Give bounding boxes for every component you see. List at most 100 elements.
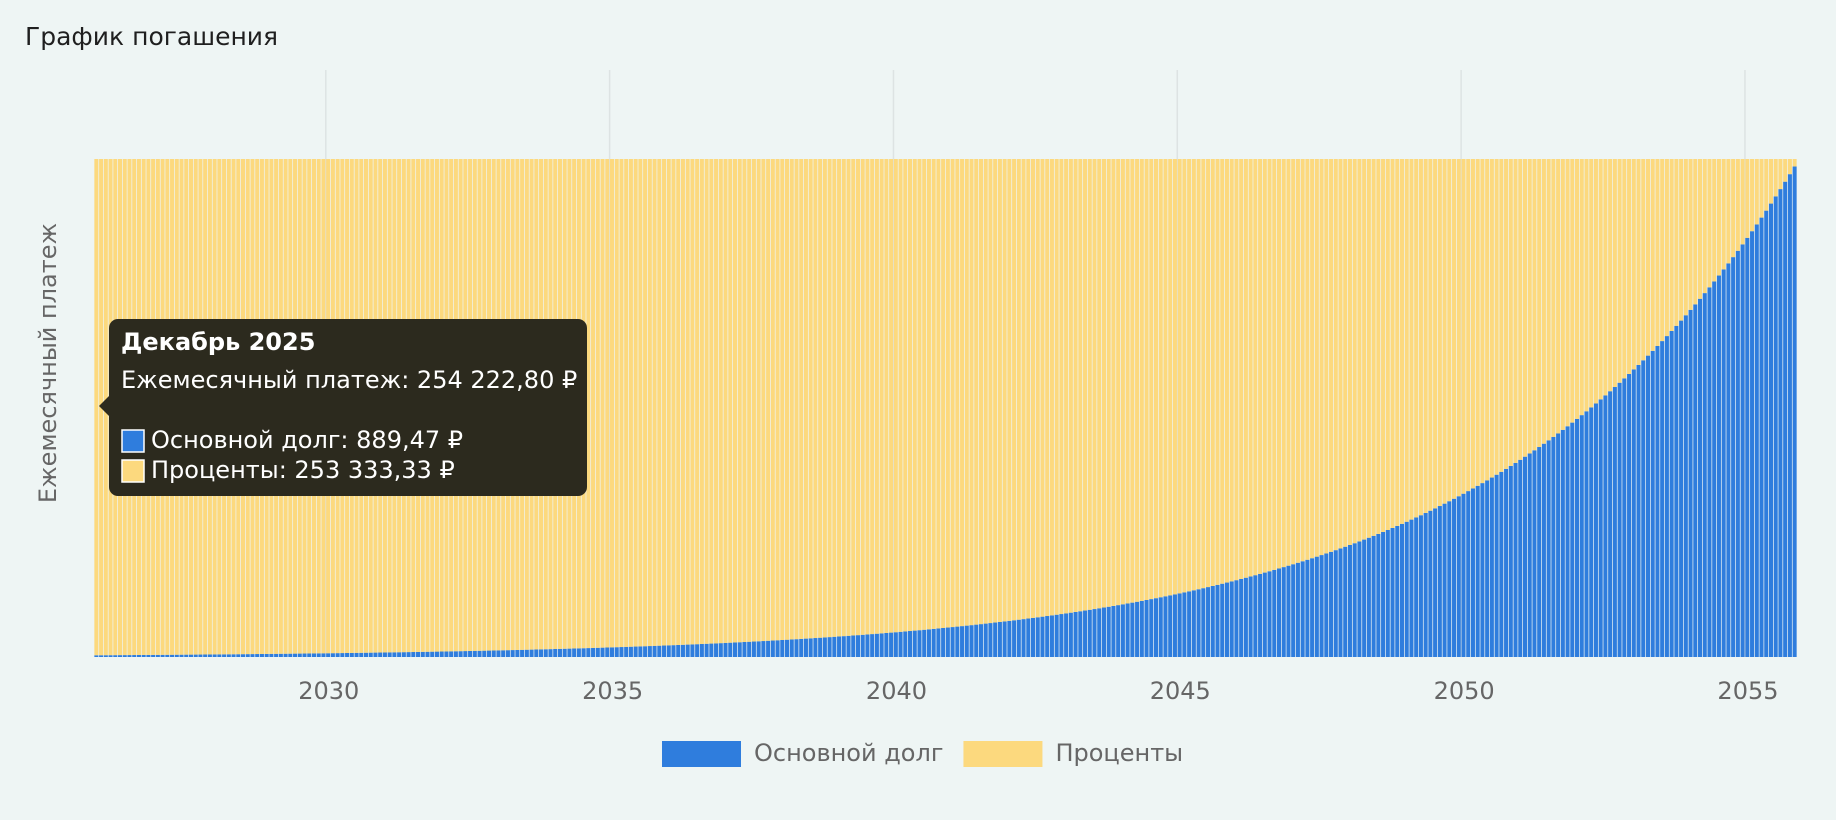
- bar-segment: [108, 655, 113, 657]
- bar-segment: [103, 655, 108, 657]
- bar-segment: [600, 647, 605, 657]
- bar-segment: [1721, 158, 1726, 270]
- bar-segment: [1049, 158, 1054, 616]
- bar-segment: [567, 648, 572, 657]
- bar-segment: [1376, 158, 1381, 534]
- bar-segment: [709, 158, 714, 644]
- bar-segment: [198, 654, 203, 657]
- bar-segment: [917, 158, 922, 631]
- bar-segment: [1433, 508, 1438, 657]
- bar-segment: [534, 649, 539, 657]
- bar-segment: [1522, 158, 1528, 457]
- bar-segment: [1456, 158, 1461, 497]
- bar-segment: [1234, 580, 1239, 657]
- bar-segment: [510, 650, 515, 657]
- bar-segment: [1078, 158, 1083, 612]
- bar-segment: [1546, 158, 1551, 441]
- bar-segment: [614, 158, 619, 648]
- bar-segment: [865, 634, 870, 657]
- bar-segment: [1054, 158, 1059, 615]
- bar-segment: [912, 158, 917, 631]
- bar-segment: [841, 636, 846, 657]
- bar-segment: [1281, 158, 1286, 568]
- bar-segment: [643, 158, 648, 647]
- bar-segment: [1347, 158, 1352, 545]
- bar-segment: [1210, 158, 1215, 586]
- bar-segment: [903, 158, 908, 632]
- bar-segment: [978, 158, 983, 625]
- bar-segment: [1631, 369, 1636, 657]
- bar-segment: [666, 158, 671, 646]
- bar-segment: [576, 648, 581, 657]
- bar-segment: [1073, 611, 1078, 657]
- bar-segment: [1593, 158, 1598, 404]
- bar-segment: [595, 647, 600, 657]
- bar-segment: [581, 648, 586, 657]
- bar-segment: [1768, 158, 1773, 204]
- bar-segment: [1385, 158, 1390, 530]
- bar-segment: [468, 650, 473, 657]
- bar-segment: [122, 655, 127, 657]
- bar-segment: [1414, 158, 1419, 518]
- bar-segment: [1049, 615, 1054, 657]
- bar-segment: [1579, 158, 1584, 416]
- bar-segment: [283, 653, 288, 657]
- bar-segment: [1480, 158, 1485, 484]
- bar-segment: [1073, 158, 1078, 612]
- bar-segment: [1584, 411, 1589, 657]
- bar-segment: [652, 158, 657, 646]
- bar-segment: [1068, 158, 1073, 613]
- bar-segment: [1286, 158, 1291, 566]
- bar-segment: [1589, 158, 1594, 408]
- bar-segment: [1390, 527, 1395, 657]
- bar-segment: [472, 650, 477, 657]
- bar-segment: [931, 158, 936, 629]
- bar-segment: [326, 653, 331, 657]
- bar-segment: [666, 645, 671, 657]
- bar-segment: [1177, 593, 1182, 657]
- bar-segment: [633, 646, 638, 657]
- tooltip: Декабрь 2025 Ежемесячный платеж: 254 222…: [99, 319, 587, 496]
- bar-segment: [316, 653, 321, 657]
- tooltip-arrow: [99, 396, 109, 416]
- bar-segment: [714, 158, 719, 644]
- bar-segment: [1650, 158, 1655, 351]
- bar-segment: [1347, 544, 1352, 657]
- bar-segment: [1527, 158, 1532, 454]
- bar-segment: [605, 647, 610, 657]
- bar-segment: [1016, 619, 1021, 657]
- bar-segment: [1537, 447, 1542, 657]
- bar-segment: [898, 631, 903, 657]
- bar-segment: [1414, 517, 1419, 657]
- bar-segment: [1645, 158, 1651, 356]
- bar-segment: [1357, 158, 1362, 542]
- bar-segment: [1570, 158, 1575, 423]
- bar-segment: [1556, 158, 1561, 434]
- bar-segment: [311, 653, 316, 657]
- bar-segment: [870, 158, 875, 635]
- bar-segment: [99, 655, 104, 657]
- bar-segment: [808, 158, 813, 639]
- bar-segment: [827, 637, 832, 657]
- bar-segment: [704, 643, 709, 657]
- bar-segment: [425, 651, 430, 657]
- bar-segment: [1253, 158, 1258, 576]
- bar-segment: [1054, 614, 1059, 657]
- bar-segment: [1305, 559, 1310, 657]
- bar-segment: [1669, 158, 1674, 331]
- bar-segment: [1352, 158, 1357, 544]
- bar-segment: [619, 647, 624, 657]
- bar-segment: [1319, 158, 1324, 556]
- bar-segment: [1045, 616, 1050, 657]
- bar-segment: [1045, 158, 1050, 617]
- bar-segment: [1291, 158, 1296, 565]
- bar-segment: [1191, 158, 1196, 591]
- bar-segment: [718, 643, 723, 657]
- bar-segment: [1504, 158, 1509, 469]
- bar-segment: [1381, 531, 1386, 657]
- bar-segment: [714, 643, 719, 657]
- bar-segment: [1674, 325, 1679, 657]
- bar-segment: [486, 650, 492, 657]
- bar-segment: [609, 158, 615, 648]
- bar-segment: [1064, 613, 1069, 657]
